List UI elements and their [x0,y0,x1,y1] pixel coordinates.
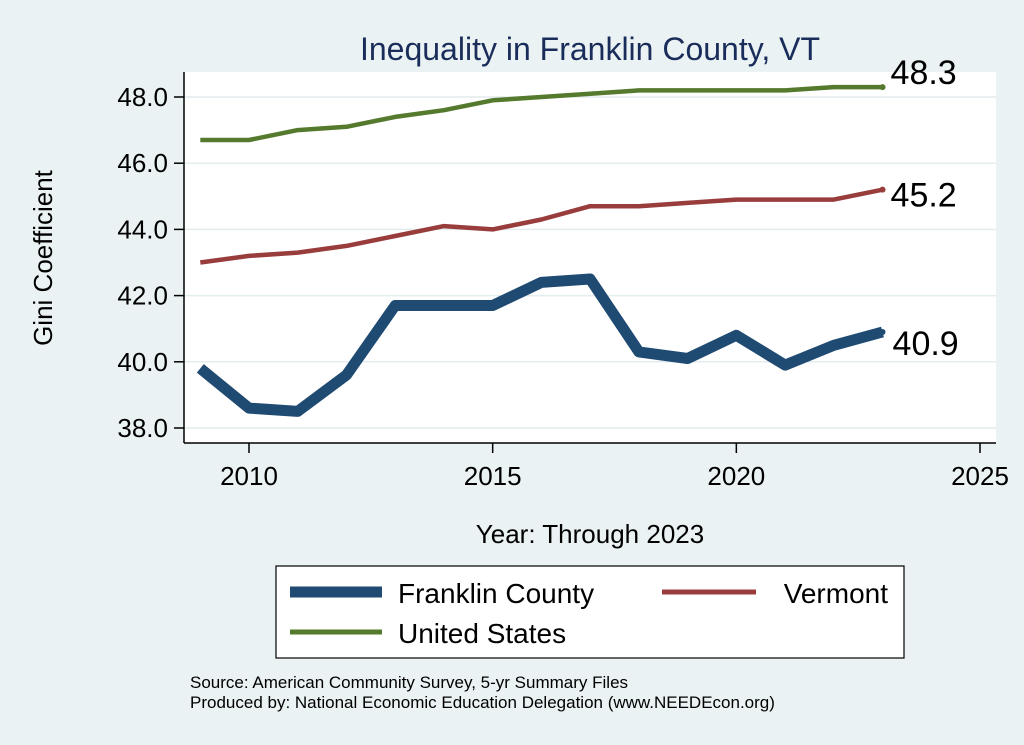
series-endpoint-franklin-county [879,329,886,336]
legend-label-united-states: United States [398,618,566,649]
y-tick-label: 38.0 [117,413,168,443]
series-line-franklin-county [196,273,884,417]
axes [183,72,996,444]
plot-area [184,72,996,443]
legend-box [275,565,905,659]
series-endpoint-vermont [879,186,886,193]
x-tick-label: 2010 [220,461,278,491]
x-axis-title: Year: Through 2023 [476,519,704,549]
series-lines [196,84,886,417]
chart-title: Inequality in Franklin County, VT [360,31,820,67]
legend-label-franklin-county: Franklin County [398,578,594,609]
y-tick-label: 46.0 [117,148,168,178]
end-labels: 40.9 45.2 48.3 [891,54,959,363]
produced-by-line: Produced by: National Economic Education… [190,693,775,712]
x-axis-ticks: 2010 2015 2020 2025 [220,443,1009,491]
y-tick-label: 42.0 [117,281,168,311]
series-line-vermont [199,187,883,265]
legend-label-vermont: Vermont [784,578,888,609]
y-tick-label: 40.0 [117,347,168,377]
x-tick-label: 2025 [951,461,1009,491]
x-tick-label: 2015 [464,461,522,491]
end-label-franklin-county: 40.9 [893,325,959,363]
x-tick-label: 2020 [707,461,765,491]
source-line: Source: American Community Survey, 5-yr … [190,673,629,692]
series-line-united-states [200,84,883,143]
y-axis-ticks: 38.0 40.0 42.0 44.0 46.0 48.0 [117,82,184,443]
y-tick-label: 48.0 [117,82,168,112]
y-axis-title: Gini Coefficient [28,169,58,346]
end-label-united-states: 48.3 [891,54,957,92]
series-endpoint-united-states [879,84,886,91]
legend: Franklin County Vermont United States [275,565,905,659]
source-notes: Source: American Community Survey, 5-yr … [190,673,775,713]
y-tick-label: 44.0 [117,214,168,244]
end-label-vermont: 45.2 [891,177,957,215]
gridlines [184,96,996,429]
